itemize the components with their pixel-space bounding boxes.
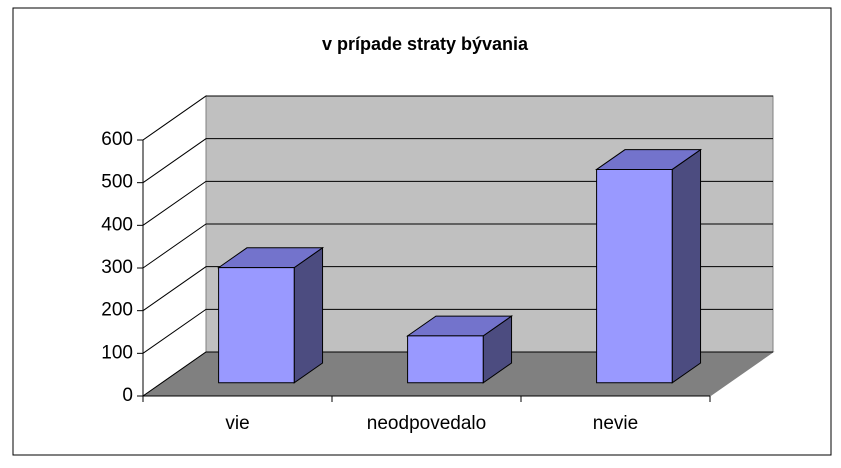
- grid-line: [142, 351, 773, 397]
- grid-line: [142, 266, 773, 312]
- grid-line: [142, 223, 773, 269]
- bar: [595, 148, 703, 384]
- x-tick-label: vie: [225, 413, 249, 434]
- bar: [406, 315, 514, 384]
- y-tick-label: 200: [101, 300, 133, 321]
- y-tick-label: 0: [122, 385, 133, 406]
- x-tick-label: neodpovedalo: [367, 413, 486, 434]
- bar-front: [218, 267, 295, 384]
- bar: [217, 246, 325, 384]
- grid-line: [142, 138, 773, 184]
- y-tick-label: 400: [101, 214, 133, 235]
- x-tick-label: nevie: [593, 413, 638, 434]
- y-tick-label: 500: [101, 172, 133, 193]
- bar-front: [596, 168, 673, 384]
- y-tick-label: 100: [101, 342, 133, 363]
- grid-line: [142, 308, 773, 354]
- bar-side: [671, 148, 702, 384]
- chart-title: v prípade straty bývania: [322, 34, 529, 54]
- grid-line: [142, 95, 773, 141]
- bar-front: [407, 335, 484, 384]
- y-tick-label: 600: [101, 129, 133, 150]
- grid-line: [142, 180, 773, 226]
- y-tick-label: 300: [101, 257, 133, 278]
- bar-side: [293, 246, 324, 384]
